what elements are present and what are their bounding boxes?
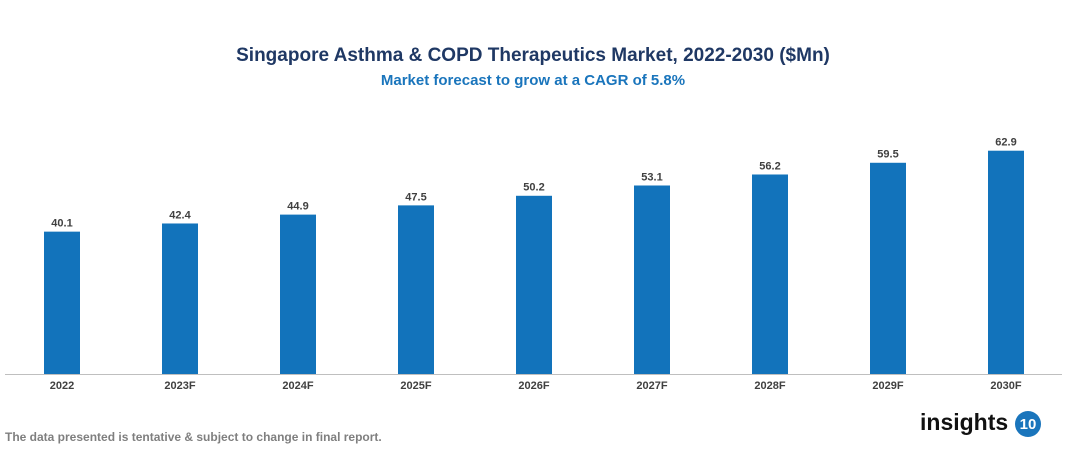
bar: [752, 174, 788, 374]
x-tick-label: 2025F: [400, 380, 431, 392]
value-label: 59.5: [877, 149, 898, 161]
x-tick-label: 2028F: [754, 380, 785, 392]
bar: [398, 205, 434, 374]
logo-number: 10: [1020, 416, 1037, 433]
bar: [162, 223, 198, 374]
logo-text: insights: [920, 409, 1008, 435]
bar: [516, 195, 552, 374]
x-tick-label: 2026F: [518, 380, 549, 392]
x-tick-label: 2030F: [990, 380, 1021, 392]
bar: [870, 162, 906, 374]
chart-subtitle: Market forecast to grow at a CAGR of 5.8…: [381, 72, 685, 89]
value-label: 50.2: [523, 182, 544, 194]
logo-circle: [1015, 411, 1041, 437]
footnote: The data presented is tentative & subjec…: [5, 430, 382, 444]
x-tick-label: 2022: [50, 380, 74, 392]
chart-title: Singapore Asthma & COPD Therapeutics Mar…: [236, 45, 830, 66]
value-label: 44.9: [287, 201, 308, 213]
x-tick-label: 2023F: [164, 380, 195, 392]
bar: [280, 214, 316, 374]
bar: [988, 150, 1024, 374]
value-label: 40.1: [51, 218, 72, 230]
x-tick-label: 2024F: [282, 380, 313, 392]
value-label: 47.5: [405, 191, 426, 203]
bar: [44, 231, 80, 374]
x-tick-label: 2029F: [872, 380, 903, 392]
value-label: 42.4: [169, 209, 191, 221]
value-label: 62.9: [995, 137, 1016, 149]
x-tick-label: 2027F: [636, 380, 667, 392]
bar: [634, 185, 670, 374]
value-label: 53.1: [641, 171, 662, 183]
value-label: 56.2: [759, 160, 780, 172]
